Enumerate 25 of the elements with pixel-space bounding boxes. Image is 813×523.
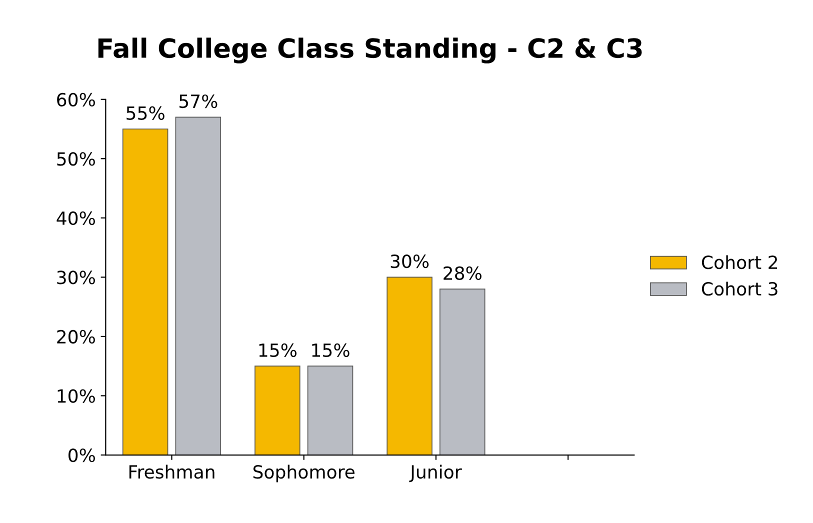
data-label: 15%	[259, 343, 297, 358]
y-tick-label: 10%	[58, 389, 95, 403]
y-tick-label: 40%	[56, 211, 95, 226]
y-tick-label: 60%	[57, 92, 95, 106]
data-label: 30%	[390, 254, 429, 268]
y-tick-label: 0%	[68, 448, 95, 462]
legend-label: Cohort 2	[702, 255, 778, 270]
bar	[386, 276, 432, 456]
data-label: 55%	[126, 106, 164, 120]
data-label: 28%	[444, 266, 482, 280]
legend-label: Cohort 3	[702, 282, 778, 296]
y-tick-label: 50%	[57, 152, 95, 166]
x-tick-label: Junior	[409, 464, 462, 482]
chart-title: Fall College Class Standing - C2 & C3	[98, 38, 642, 64]
bar	[440, 288, 486, 456]
data-label: 57%	[179, 94, 218, 108]
y-tick-label: 20%	[57, 330, 95, 344]
bar	[175, 116, 222, 456]
data-label: 15%	[312, 343, 350, 358]
x-tick-label: Freshman	[129, 464, 214, 479]
bar	[254, 366, 300, 456]
bar	[307, 366, 354, 456]
bar	[122, 128, 168, 456]
x-tick-label: Sophomore	[253, 464, 355, 482]
y-tick-label: 30%	[57, 270, 95, 284]
